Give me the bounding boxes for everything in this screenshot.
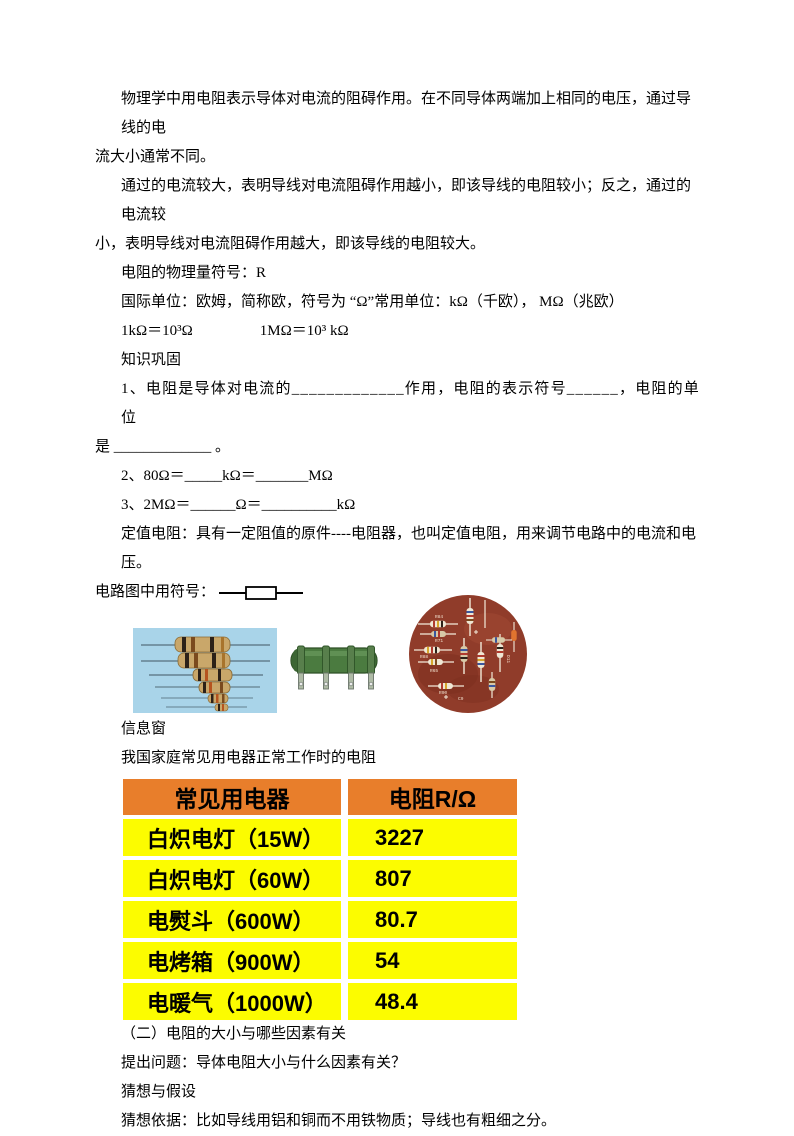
table-header-resistance: 电阻R/Ω [348,779,517,815]
table-cell-appliance: 电烤箱（900W） [123,942,341,979]
photos-strip: R84 R71 R88 R65 R90 D11 C9 [95,593,704,715]
pcb-label: R65 [430,668,438,674]
pcb-label: D11 [505,655,511,663]
paragraph-line: 通过的电流较大，表明导线对电流阻碍作用越小，即该导线的电阻较小；反之，通过的电流… [121,178,692,223]
resistance-symbol-line: 电阻的物理量符号：R [121,265,267,281]
formula-kilo-ohm: 1kΩ＝10³Ω [121,323,193,339]
table-cell-resistance: 48.4 [348,983,517,1020]
table-cell-appliance: 电熨斗（600W） [123,901,341,938]
section2-guess-title: 猜想与假设 [121,1084,197,1100]
pcb-label: C9 [458,696,464,702]
table-cell-resistance: 3227 [348,819,517,856]
paragraph-line: 小，表明导线对电流阻碍作用越大，即该导线的电阻较大。 [95,236,486,252]
section2-question: 提出问题：导体电阻大小与什么因素有关？ [121,1055,407,1071]
exercise-q1-line1: 1、电阻是导体对电流的_____________作用，电阻的表示符号______… [121,381,701,426]
table-header-appliance: 常见用电器 [123,779,341,815]
formula-mega-ohm: 1MΩ＝10³ kΩ [259,323,349,339]
table-cell-appliance: 电暖气（1000W） [123,983,341,1020]
table-cell-resistance: 807 [348,860,517,897]
exercise-q3: 3、2MΩ＝______Ω＝__________kΩ [121,497,356,513]
pcb-label: R71 [435,638,443,644]
table-cell-appliance: 白炽电灯（15W） [123,819,341,856]
exercise-q2: 2、80Ω＝_____kΩ＝_______MΩ [121,468,333,484]
conversion-formula-line: 1kΩ＝10³Ω 1MΩ＝10³ kΩ [95,317,704,346]
resistor-circuit-symbol-icon [219,585,304,600]
paragraph-line: 物理学中用电阻表示导体对电流的阻碍作用。在不同导体两端加上相同的电压，通过导线的… [121,91,692,136]
fixed-resistor-definition: 定值电阻：具有一定阻值的原件----电阻器，也叫定值电阻，用来调节电路中的电流和… [121,526,696,571]
pcb-label: R84 [435,614,443,620]
pcb-label: R88 [420,654,428,660]
power-resistor-photo [290,645,378,690]
mounting-lugs [297,645,375,690]
table-cell-resistance: 54 [348,942,517,979]
pcb-label: R90 [439,690,447,696]
info-window-title: 信息窗 [121,721,167,737]
info-table-caption: 我国家庭常见用电器正常工作时的电阻 [121,750,377,766]
paragraph-line: 流大小通常不同。 [95,149,216,165]
circuit-symbol-label: 电路图中用符号： [95,584,216,600]
section2-heading: （二）电阻的大小与哪些因素有关 [121,1026,347,1042]
exercises-title: 知识巩固 [121,352,182,368]
unit-line: 国际单位：欧姆，简称欧，符号为 “Ω”常用单位：kΩ（千欧）， MΩ（兆欧） [121,294,624,310]
axial-resistors-photo [133,628,277,713]
table-cell-resistance: 80.7 [348,901,517,938]
appliance-resistance-table: 常见用电器 电阻R/Ω 白炽电灯（15W） 3227 白炽电灯（60W） 807… [123,779,517,1020]
exercise-q1-line2: 是 _____________ 。 [95,439,231,455]
pcb-resistors-photo: R84 R71 R88 R65 R90 D11 C9 [409,595,527,713]
table-cell-appliance: 白炽电灯（60W） [123,860,341,897]
section2-guess-basis: 猜想依据：比如导线用铝和铜而不用铁物质；导线也有粗细之分。 [121,1113,557,1129]
circuit-symbol-line: 电路图中用符号： [95,578,704,607]
